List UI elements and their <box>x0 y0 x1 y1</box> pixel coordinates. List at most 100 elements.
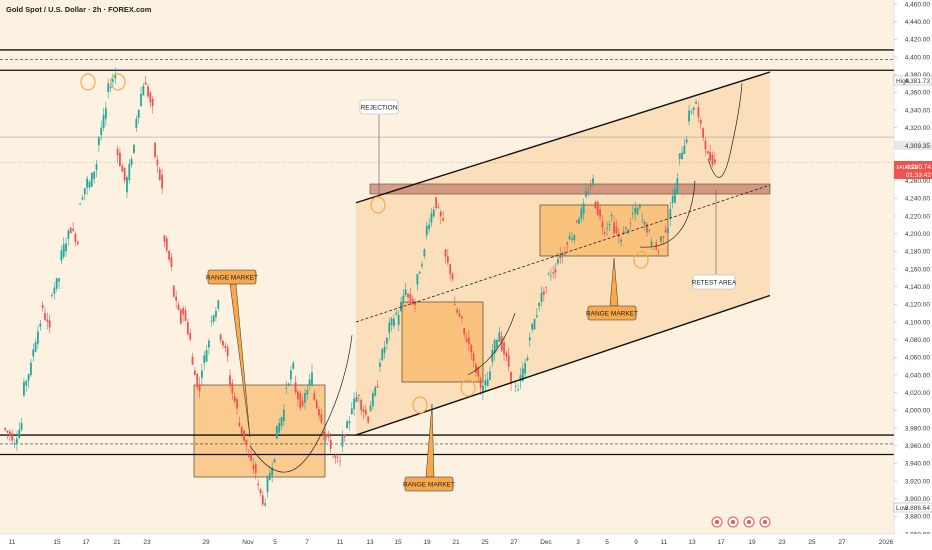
y-axis-panel[interactable] <box>894 0 932 550</box>
candle-body <box>278 423 281 433</box>
candle-body <box>123 167 126 181</box>
candle-body <box>407 293 409 298</box>
candle-body <box>112 79 114 82</box>
candle-body <box>425 225 428 236</box>
candle-body <box>463 327 466 335</box>
candle-body <box>304 393 306 403</box>
candle-body <box>25 380 28 386</box>
candle-body <box>51 295 53 296</box>
candle-body <box>247 455 250 458</box>
x-tick-label: 15 <box>394 539 402 546</box>
x-tick-label: 15 <box>53 539 61 546</box>
candle-body <box>193 370 196 376</box>
candle-body <box>374 387 377 396</box>
candle-body <box>325 433 327 437</box>
highlight-circle <box>80 73 96 91</box>
low-label-value: 3,886.64 <box>905 505 931 512</box>
candle-body <box>489 371 491 380</box>
candle-body <box>510 371 512 384</box>
candle-body <box>299 393 302 409</box>
event-flag-icon[interactable] <box>727 516 739 528</box>
candle-body <box>133 144 135 153</box>
candle-body <box>339 460 341 462</box>
candle-body <box>430 213 433 223</box>
y-tick-label: 4,140.00 <box>905 284 931 291</box>
candle-body <box>37 331 39 344</box>
candle-body <box>601 221 604 228</box>
candle-body <box>465 338 468 342</box>
candle-body <box>313 392 316 400</box>
candle-body <box>13 443 16 445</box>
event-flag-icon[interactable] <box>711 516 723 528</box>
y-tick-label: 4,320.00 <box>905 125 931 132</box>
x-tick-label: 29 <box>202 539 210 546</box>
candle-body <box>554 269 557 273</box>
candle-body <box>69 227 72 234</box>
candle-body <box>72 228 74 231</box>
candle-body <box>458 313 461 317</box>
candle-body <box>215 310 217 318</box>
candle-body <box>400 302 402 311</box>
event-flag-icon[interactable] <box>759 516 771 528</box>
candle-body <box>615 226 618 234</box>
y-tick-label: 3,880.00 <box>905 514 931 521</box>
candle-body <box>528 337 531 341</box>
x-tick-label: 19 <box>423 539 431 546</box>
candle-body <box>100 127 103 136</box>
candle-body <box>285 387 288 389</box>
rejection-text: REJECTION <box>361 105 398 112</box>
candle-body <box>93 171 96 180</box>
retest-zone <box>369 183 771 195</box>
candle-body <box>690 111 693 113</box>
candle-body <box>596 201 599 215</box>
candle-body <box>585 191 587 197</box>
y-tick-label: 3,980.00 <box>905 425 931 432</box>
candle-body <box>357 395 360 396</box>
candle-body <box>496 339 498 348</box>
candle-body <box>168 250 171 260</box>
candle-body <box>592 178 594 184</box>
candle-body <box>627 229 630 233</box>
highlight-circle <box>370 196 386 214</box>
range-nov <box>193 384 326 478</box>
candle-body <box>222 340 224 346</box>
event-flag-icon[interactable] <box>743 516 755 528</box>
candle-body <box>671 196 674 203</box>
channel-layer <box>355 71 771 436</box>
y-tick-label: 4,040.00 <box>905 372 931 379</box>
candle-body <box>62 244 65 257</box>
candle-body <box>144 82 147 85</box>
candle-body <box>435 197 438 209</box>
candle-body <box>306 390 309 395</box>
candle-body <box>390 318 393 325</box>
candle-body <box>460 316 463 319</box>
candle-body <box>402 295 405 302</box>
curve-arrow <box>707 83 743 178</box>
x-axis-panel[interactable] <box>0 534 932 550</box>
candle-body <box>713 159 716 163</box>
x-tick-label: 11 <box>9 539 16 546</box>
candle-body <box>161 174 163 189</box>
highlight-circle <box>460 379 476 397</box>
candle-body <box>578 218 580 224</box>
economic-events[interactable] <box>711 516 771 528</box>
x-tick-label: 17 <box>717 539 725 546</box>
candle-body <box>442 218 445 221</box>
candle-body <box>638 204 641 208</box>
candle-body <box>517 389 519 391</box>
levels-layer <box>0 49 894 456</box>
candle-body <box>514 385 517 387</box>
candle-body <box>311 372 313 386</box>
candle-body <box>189 333 192 340</box>
candle-body <box>360 400 363 411</box>
candle-body <box>254 464 257 473</box>
arrows-layer <box>80 73 743 473</box>
candle-body <box>477 367 480 377</box>
y-tick-label: 4,420.00 <box>905 37 931 44</box>
candle-body <box>273 458 276 462</box>
candle-body <box>540 292 543 302</box>
candle-body <box>404 289 407 295</box>
candle-body <box>86 178 89 188</box>
